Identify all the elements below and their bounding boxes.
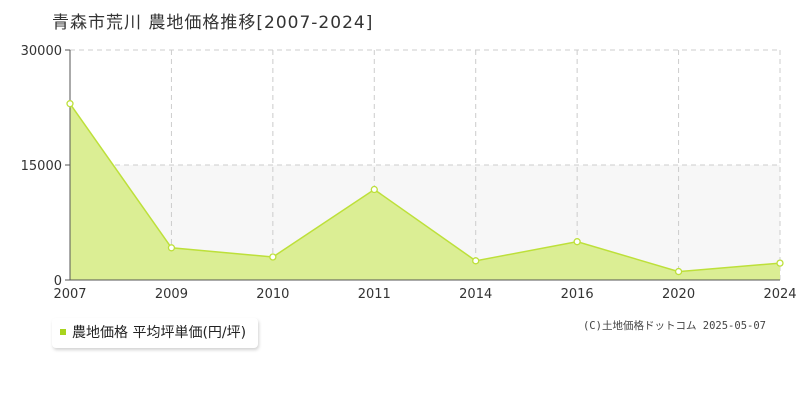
series-area [69, 103, 781, 281]
chart-title: 青森市荒川 農地価格推移[2007-2024] [52, 13, 374, 33]
data-point [776, 259, 784, 267]
y-tick-label: 0 [54, 274, 62, 289]
axes [65, 49, 780, 281]
x-tick-label: 2016 [561, 287, 594, 302]
legend: 農地価格 平均坪単価(円/坪) [52, 318, 259, 348]
data-point [269, 253, 277, 261]
y-tick-labels: 0 15000 30000 [21, 44, 62, 289]
x-tick-labels: 2007 2009 2010 2011 2014 2016 2020 2024 [53, 287, 796, 302]
grid-lines [70, 49, 781, 280]
x-tick-label: 2011 [358, 287, 391, 302]
data-point [674, 267, 683, 276]
data-point [573, 238, 581, 246]
copyright-text: (C)土地価格ドットコム 2025-05-07 [582, 320, 766, 332]
y-tick-label: 30000 [21, 44, 62, 59]
x-tick-label: 2010 [256, 287, 289, 302]
data-point [167, 244, 176, 252]
y-tick-label: 15000 [21, 159, 62, 174]
legend-swatch [60, 329, 66, 335]
x-tick-label: 2009 [155, 287, 188, 302]
legend-label: 農地価格 平均坪単価(円/坪) [72, 325, 247, 341]
data-point [472, 257, 480, 265]
data-points [66, 100, 784, 276]
x-tick-label: 2007 [53, 287, 86, 302]
x-tick-label: 2020 [662, 287, 695, 302]
series-line [69, 103, 781, 273]
data-point [66, 100, 74, 108]
data-point [370, 185, 378, 194]
series-fill [70, 103, 780, 281]
x-tick-label: 2024 [763, 287, 796, 302]
x-tick-label: 2014 [459, 287, 492, 302]
